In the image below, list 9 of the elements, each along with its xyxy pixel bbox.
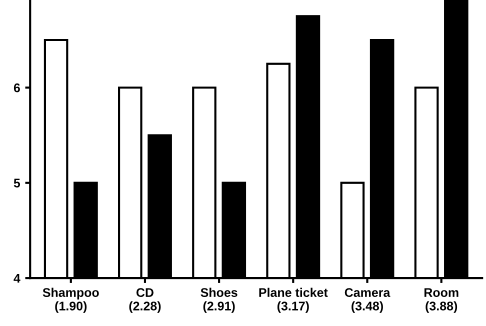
y-tick-label: 5 bbox=[14, 178, 20, 188]
x-tick-label: Room (3.88) bbox=[424, 288, 458, 313]
x-tick-label: Shampoo (1.90) bbox=[42, 288, 99, 313]
x-tick-label: Plane ticket (3.17) bbox=[259, 288, 328, 313]
x-tick-label: Camera (3.48) bbox=[344, 288, 390, 313]
x-tick-label: Shoes (2.91) bbox=[200, 288, 238, 313]
y-tick-label: 4 bbox=[14, 274, 20, 283]
x-tick-label: CD (2.28) bbox=[129, 288, 161, 313]
y-tick-label: 6 bbox=[14, 83, 20, 92]
